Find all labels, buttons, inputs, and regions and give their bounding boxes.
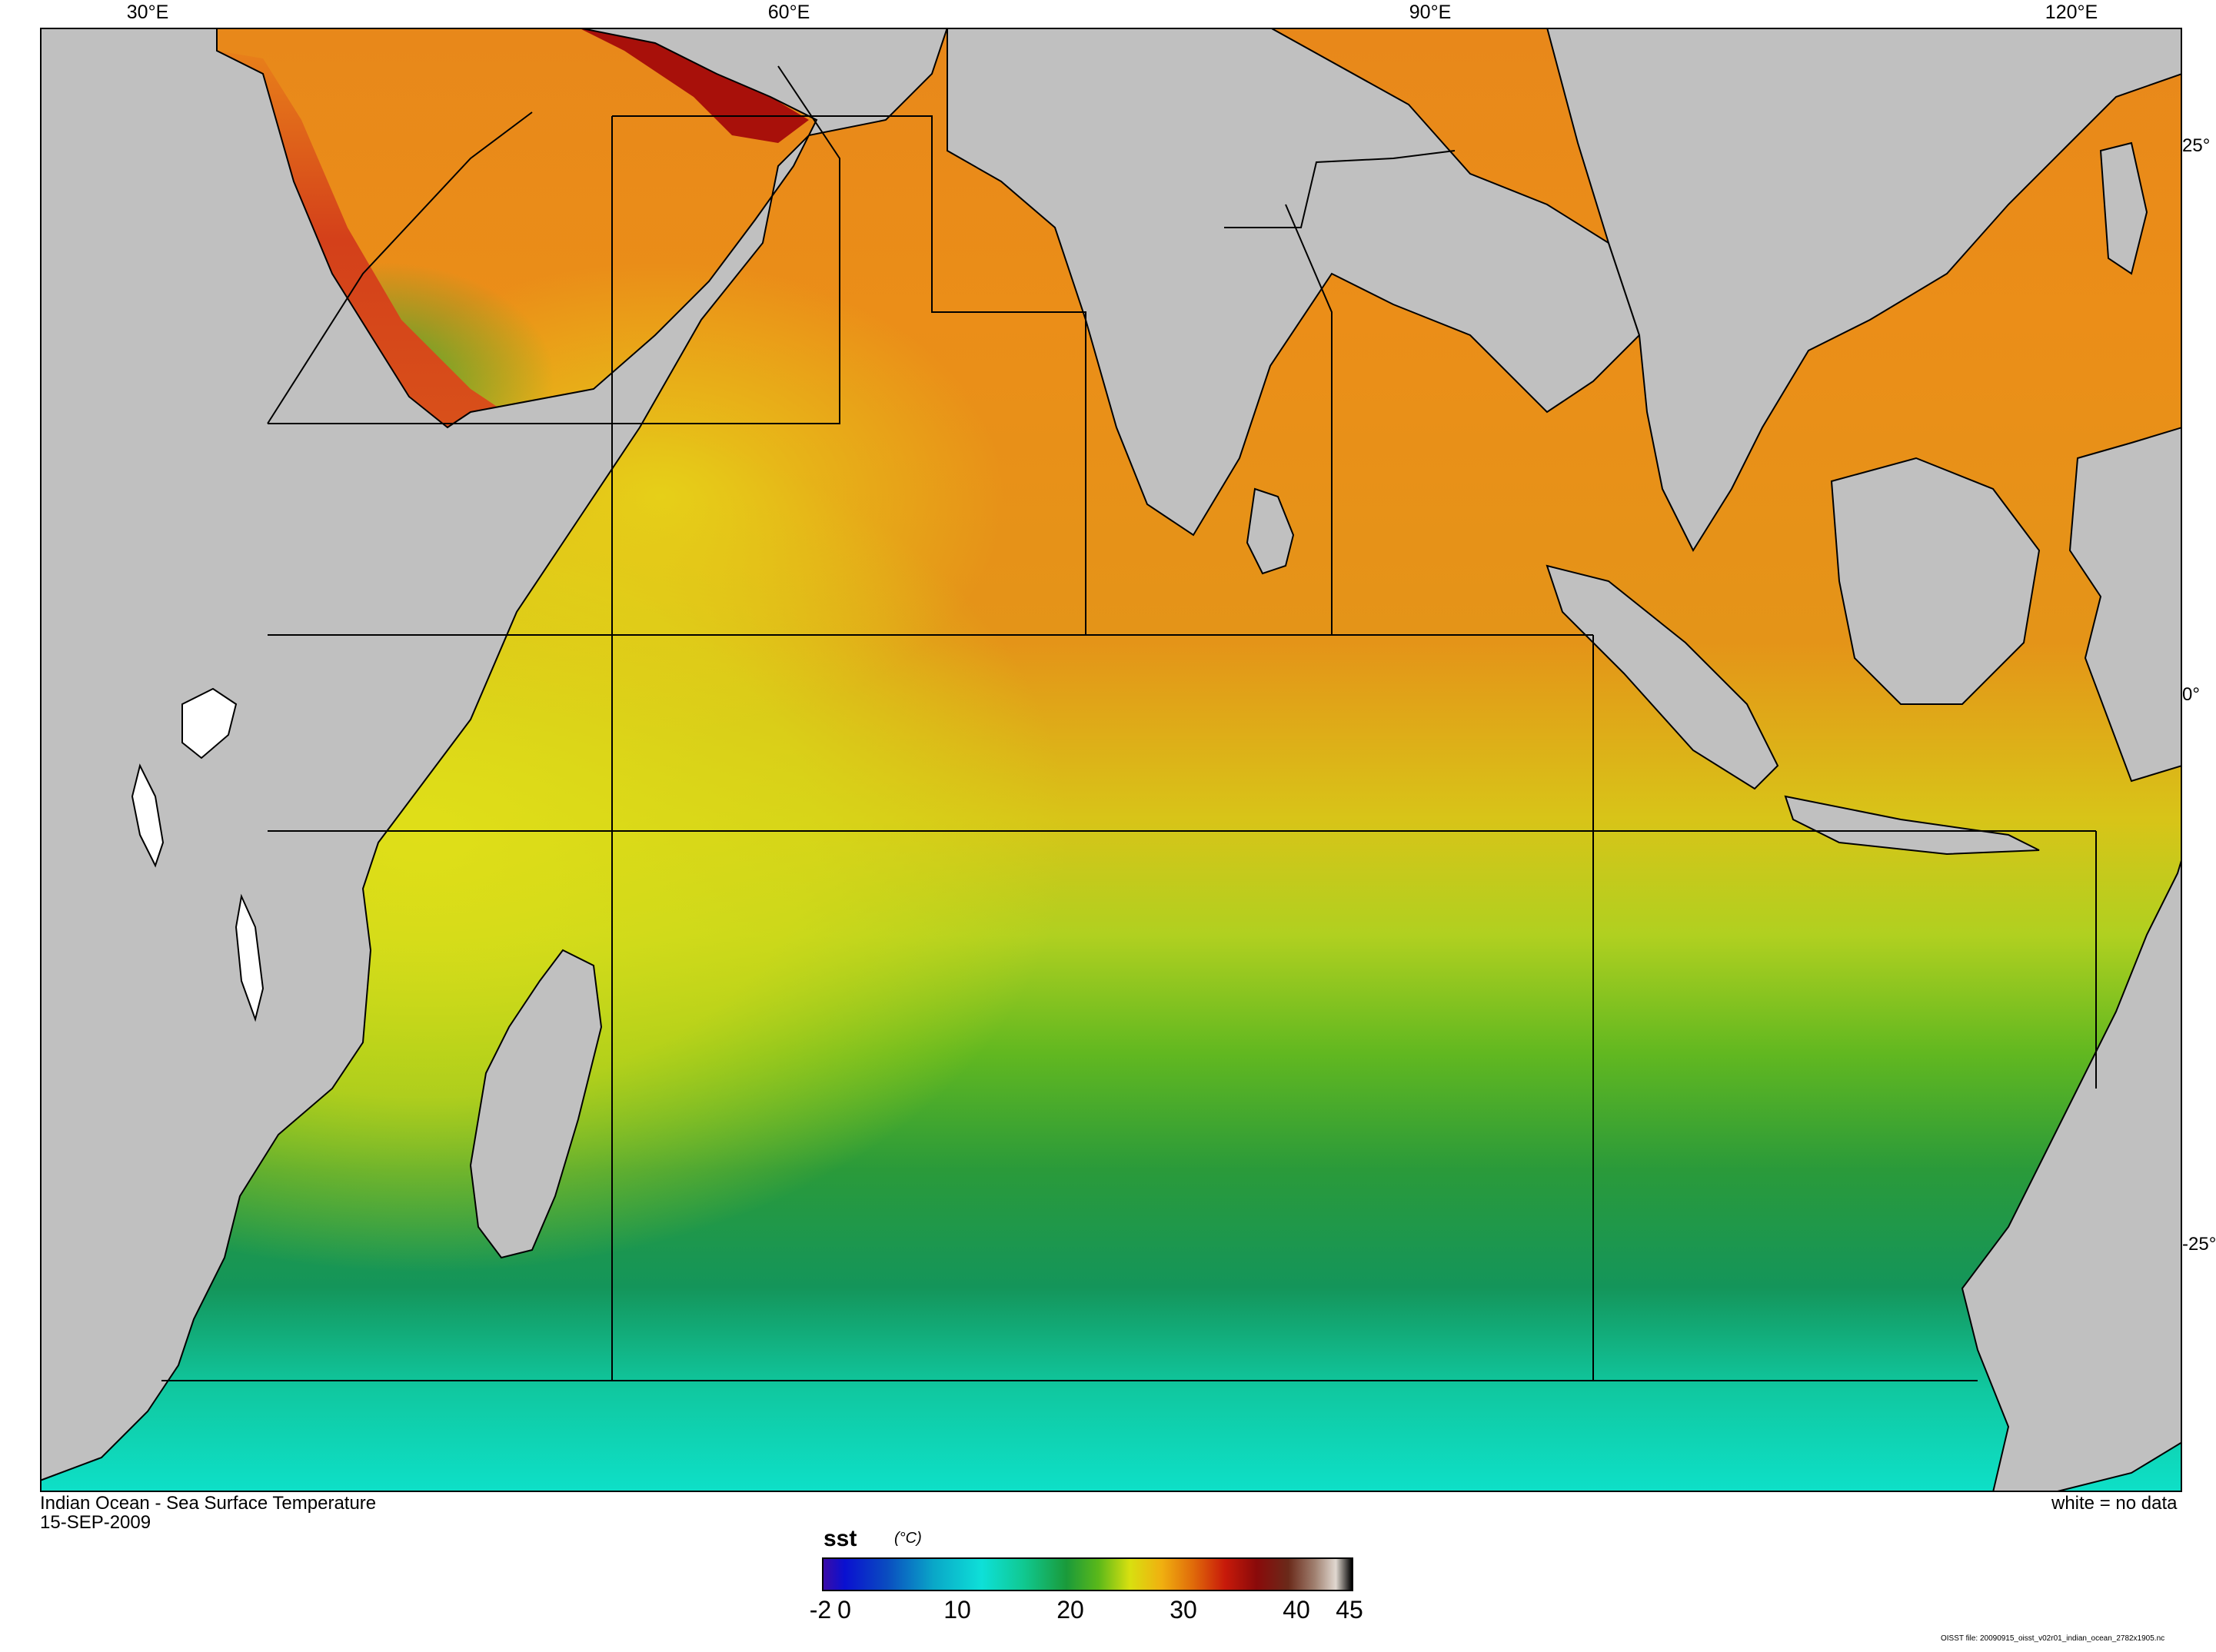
land-east-indonesia — [2068, 426, 2182, 783]
colorbar-tick: 45 — [1336, 1596, 1363, 1624]
lon-label-120e: 120°E — [2045, 2, 2098, 23]
lon-label-90e: 90°E — [1409, 2, 1452, 23]
colorbar-tick: 30 — [1170, 1596, 1197, 1624]
persian-gulf — [578, 28, 809, 143]
lon-label-30e: 30°E — [126, 2, 169, 23]
lat-label-25s: -25° — [2182, 1234, 2216, 1255]
colorbar-tick: 40 — [1283, 1596, 1310, 1624]
colorbar-units: (°C) — [894, 1530, 922, 1547]
source-file-note: OISST file: 20090915_oisst_v02r01_indian… — [1941, 1634, 2165, 1643]
no-data-note: white = no data — [2051, 1493, 2178, 1514]
lat-label-0: 0° — [2182, 684, 2200, 705]
land-philippines — [2099, 141, 2148, 275]
colorbar-tick: 0 — [837, 1596, 851, 1624]
lon-label-60e: 60°E — [767, 2, 810, 23]
colorbar-tick: 20 — [1056, 1596, 1084, 1624]
lat-label-25n: 25° — [2182, 135, 2211, 156]
land-borneo — [1830, 457, 2041, 705]
land-java — [1784, 795, 2040, 856]
no-data-lake-victoria — [181, 687, 238, 760]
no-data-lake-malawi — [235, 893, 265, 1022]
land-india — [947, 28, 1641, 537]
sst-map — [40, 28, 2182, 1492]
map-title: Indian Ocean - Sea Surface Temperature — [40, 1493, 377, 1514]
map-date: 15-SEP-2009 — [40, 1512, 151, 1533]
land-africa-arabia — [40, 28, 949, 1482]
no-data-lake-tanganyika — [131, 763, 165, 868]
land-madagascar — [469, 949, 603, 1259]
colorbar-variable: sst — [824, 1526, 857, 1551]
colorbar-gradient — [824, 1559, 1352, 1590]
land-sri-lanka — [1246, 487, 1295, 575]
land-australia — [1961, 857, 2182, 1492]
map-border — [40, 28, 2182, 1492]
land-southeast-asia — [1546, 28, 2182, 553]
colorbar — [822, 1557, 1353, 1591]
ocean-region-boundaries — [161, 65, 2097, 1381]
colorbar-tick: 10 — [943, 1596, 971, 1624]
sst-map-svg — [40, 28, 2182, 1492]
colorbar-tick: -2 — [809, 1596, 832, 1624]
red-sea — [217, 51, 517, 427]
